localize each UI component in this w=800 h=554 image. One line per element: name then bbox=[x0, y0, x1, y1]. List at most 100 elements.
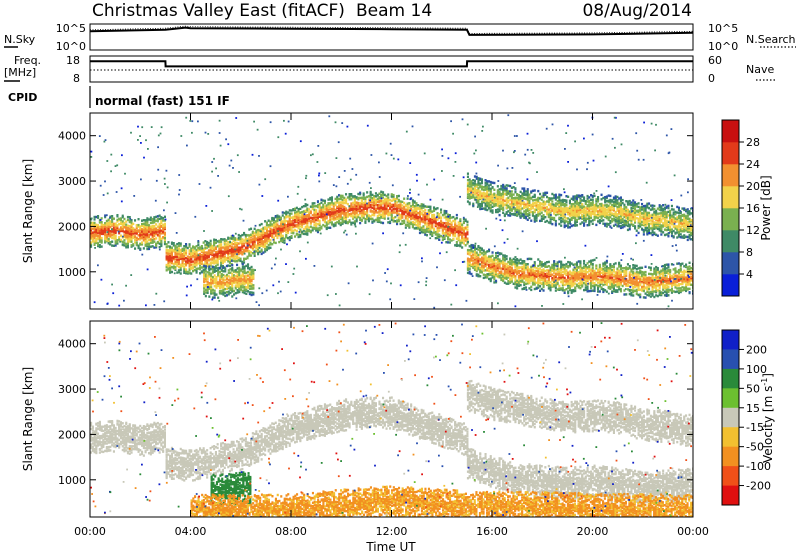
power-echo-cell bbox=[134, 228, 137, 232]
power-echo-cell bbox=[641, 278, 644, 281]
power-echo-cell bbox=[644, 286, 647, 289]
power-echo-cell bbox=[288, 218, 291, 221]
power-echo-cell bbox=[434, 233, 437, 236]
power-echo-cell bbox=[473, 184, 476, 187]
power-echo-cell bbox=[491, 205, 494, 208]
power-echo-cell bbox=[126, 226, 129, 229]
power-echo-cell bbox=[648, 266, 651, 269]
power-echo-cell bbox=[546, 269, 549, 272]
power-echo-cell bbox=[170, 270, 173, 274]
power-echo-cell bbox=[250, 233, 253, 236]
power-echo-cell bbox=[297, 212, 300, 216]
power-echo-cell bbox=[265, 227, 268, 230]
power-echo-cell bbox=[329, 196, 332, 200]
power-echo-cell bbox=[225, 258, 228, 261]
power-echo-cell bbox=[253, 254, 256, 257]
power-echo-cell bbox=[223, 266, 226, 269]
power-echo-cell bbox=[160, 237, 163, 240]
power-echo-cell bbox=[250, 254, 253, 257]
power-echo-cell bbox=[468, 201, 471, 204]
power-echo-cell bbox=[567, 290, 570, 293]
power-echo-cell bbox=[470, 180, 473, 183]
power-echo-cell bbox=[605, 274, 608, 277]
power-echo-cell bbox=[533, 287, 536, 291]
power-echo-cell bbox=[192, 245, 195, 248]
power-echo-cell bbox=[401, 219, 404, 223]
power-echo-cell bbox=[288, 228, 291, 231]
power-echo-cell bbox=[292, 217, 295, 220]
power-echo-cell bbox=[459, 239, 462, 242]
power-echo-cell bbox=[185, 260, 188, 263]
power-echo-cell bbox=[561, 270, 564, 274]
power-echo-cell bbox=[126, 224, 129, 227]
power-echo-cell bbox=[464, 218, 467, 221]
power-echo-cell bbox=[330, 211, 333, 214]
power-echo-cell bbox=[641, 273, 644, 276]
power-echo-cell bbox=[225, 256, 228, 260]
power-echo-cell bbox=[288, 236, 291, 239]
power-echo-cell bbox=[287, 222, 290, 226]
power-echo-cell bbox=[148, 245, 151, 249]
power-echo-cell bbox=[480, 207, 483, 210]
power-echo-cell bbox=[329, 211, 332, 214]
power-echo-cell bbox=[130, 231, 133, 235]
power-echo-cell bbox=[211, 246, 214, 249]
power-echo-cell bbox=[567, 279, 570, 282]
power-echo-cell bbox=[209, 263, 212, 266]
power-echo-cell bbox=[281, 211, 284, 214]
power-echo-cell bbox=[468, 249, 471, 252]
power-echo-cell bbox=[112, 234, 115, 237]
power-echo-cell bbox=[470, 263, 473, 266]
power-echo-cell bbox=[281, 239, 284, 243]
power-echo-cell bbox=[90, 245, 93, 248]
power-echo-cell bbox=[283, 216, 286, 219]
power-echo-cell bbox=[123, 235, 126, 239]
power-echo-cell bbox=[274, 234, 277, 237]
power-echo-cell bbox=[644, 296, 647, 299]
power-echo-cell bbox=[188, 271, 191, 274]
power-echo-cell bbox=[264, 244, 267, 248]
power-echo-cell bbox=[195, 248, 198, 252]
power-echo-cell bbox=[236, 255, 239, 259]
power-echo-cell bbox=[526, 265, 529, 269]
power-echo-cell bbox=[285, 234, 288, 237]
power-echo-cell bbox=[495, 262, 498, 265]
power-echo-cell bbox=[211, 258, 214, 261]
power-echo-cell bbox=[480, 200, 483, 203]
power-echo-cell bbox=[213, 243, 216, 246]
power-echo-cell bbox=[176, 264, 179, 267]
power-echo-cell bbox=[162, 219, 165, 222]
power-echo-cell bbox=[677, 275, 680, 279]
power-echo-cell bbox=[158, 242, 161, 245]
power-echo-cell bbox=[632, 264, 635, 267]
power-echo-cell bbox=[329, 214, 332, 217]
power-echo-cell bbox=[272, 223, 275, 226]
power-echo-cell bbox=[313, 202, 316, 205]
power-echo-cell bbox=[169, 270, 172, 274]
power-echo-cell bbox=[91, 223, 94, 226]
power-echo-cell bbox=[540, 269, 543, 272]
power-echo-cell bbox=[500, 270, 503, 273]
power-echo-cell bbox=[148, 229, 151, 232]
power-echo-cell bbox=[183, 271, 186, 274]
power-echo-cell bbox=[302, 218, 305, 221]
power-echo-cell bbox=[227, 260, 230, 263]
power-echo-cell bbox=[104, 223, 107, 226]
power-echo-cell bbox=[567, 260, 570, 264]
power-echo-cell bbox=[236, 257, 239, 260]
power-echo-cell bbox=[146, 234, 149, 237]
power-echo-cell bbox=[334, 221, 337, 225]
power-echo-cell bbox=[546, 272, 549, 275]
power-echo-cell bbox=[406, 197, 409, 200]
power-echo-cell bbox=[248, 252, 251, 255]
power-echo-cell bbox=[111, 215, 114, 218]
power-echo-cell bbox=[179, 272, 182, 275]
power-echo-cell bbox=[653, 282, 656, 286]
power-echo-cell bbox=[199, 258, 202, 261]
power-echo-cell bbox=[362, 201, 365, 205]
power-echo-cell bbox=[281, 225, 284, 228]
power-echo-cell bbox=[153, 231, 156, 234]
power-echo-cell bbox=[554, 281, 557, 284]
power-echo-cell bbox=[165, 248, 168, 251]
power-echo-cell bbox=[151, 241, 154, 244]
